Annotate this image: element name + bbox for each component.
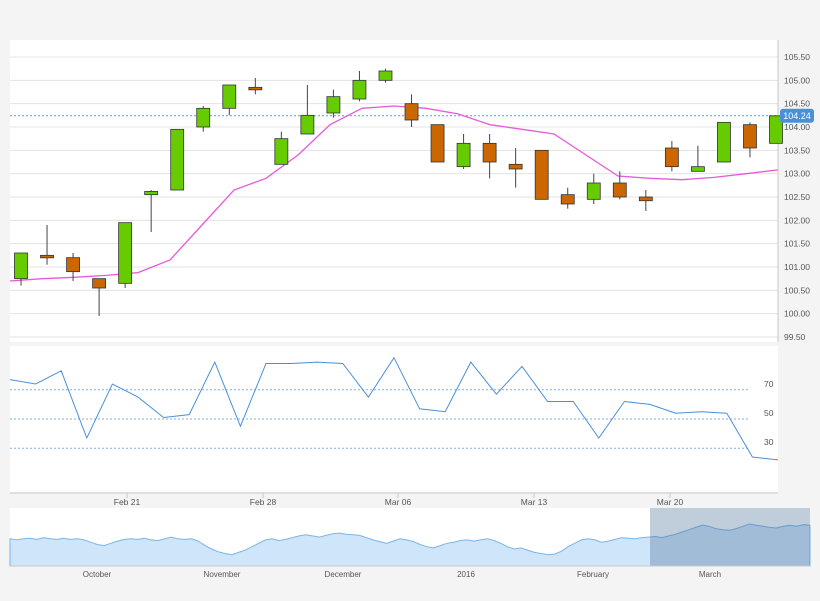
candle-down: [92, 278, 107, 289]
candle-up: [300, 114, 315, 135]
price-gridlines: [10, 56, 778, 338]
rsi-tick-label: 50: [764, 408, 774, 418]
rsi-tick-label: 30: [764, 437, 774, 447]
rsi-panel: 30 50 70: [9, 346, 779, 492]
candle-up: [769, 115, 783, 144]
candle-up: [586, 182, 601, 200]
price-tick-label: 104.50: [784, 99, 810, 109]
price-tick-label: 102.50: [784, 192, 810, 202]
price-panel-bg: [10, 40, 778, 342]
candle-down: [534, 149, 549, 200]
navigator-labels: October November December 2016 February March: [83, 570, 721, 579]
candle-down: [508, 163, 523, 170]
navigator[interactable]: October November December 2016 February March: [9, 508, 811, 579]
moving-average-line: [9, 105, 779, 282]
navigator-selection[interactable]: [650, 508, 810, 566]
candle-up: [690, 166, 705, 172]
price-tick-label: 101.50: [784, 239, 810, 249]
price-tick-label: 99.50: [784, 332, 806, 342]
time-axis-label: Feb 21: [114, 497, 141, 507]
candle-up: [170, 128, 185, 191]
candle-down: [430, 124, 445, 163]
candle-up: [144, 190, 159, 196]
candle-down: [66, 257, 80, 273]
time-axis-label: Mar 13: [521, 497, 548, 507]
candle-down: [482, 142, 497, 163]
candle-up: [352, 79, 367, 100]
candle-down: [40, 254, 54, 259]
time-axis-label: Mar 06: [385, 497, 412, 507]
time-axis: Feb 21 Feb 28 Mar 06 Mar 13 Mar 20: [10, 492, 778, 507]
candle-up: [222, 84, 237, 109]
navigator-area: [9, 523, 811, 567]
candle-down: [560, 194, 575, 205]
navigator-label: December: [325, 570, 362, 579]
candle-up: [118, 222, 133, 284]
candlesticks: [14, 68, 783, 316]
time-axis-label: Mar 20: [657, 497, 684, 507]
price-tick-label: 105.50: [784, 52, 810, 62]
rsi-reference-lines: 30 50 70: [10, 379, 774, 449]
rsi-tick-label: 70: [764, 379, 774, 389]
price-axis-ticks: 99.50 100.00 100.50 101.00 101.50 102.00 102.5…: [784, 52, 810, 342]
price-tick-label: 105.00: [784, 75, 810, 85]
candle-up: [456, 142, 471, 168]
candle-up: [378, 70, 393, 81]
price-tick-label: 101.00: [784, 262, 810, 272]
candle-down: [404, 103, 419, 121]
rsi-line: [9, 356, 779, 461]
last-price-label: 104.24: [783, 111, 811, 121]
candle-down: [638, 196, 653, 202]
candle-up: [274, 138, 289, 165]
candle-up: [326, 96, 341, 114]
price-panel: 99.50 100.00 100.50 101.00 101.50 102.00 102.5…: [9, 40, 814, 342]
navigator-label: 2016: [457, 570, 475, 579]
last-price-badge: 104.24: [780, 108, 814, 123]
navigator-label: February: [577, 570, 609, 579]
navigator-label: November: [204, 570, 241, 579]
time-axis-labels: Feb 21 Feb 28 Mar 06 Mar 13 Mar 20: [114, 493, 684, 507]
time-axis-label: Feb 28: [250, 497, 277, 507]
candle-down: [248, 86, 263, 91]
candle-down: [743, 124, 757, 149]
price-tick-label: 104.00: [784, 122, 810, 132]
price-tick-label: 103.50: [784, 145, 810, 155]
navigator-label: March: [699, 570, 721, 579]
candle-up: [196, 107, 211, 128]
candle-down: [612, 182, 627, 198]
price-tick-label: 102.00: [784, 215, 810, 225]
price-tick-label: 100.00: [784, 309, 810, 319]
price-tick-label: 103.00: [784, 169, 810, 179]
candle-down: [664, 147, 679, 168]
candle-up: [14, 252, 28, 280]
navigator-label: October: [83, 570, 112, 579]
candle-up: [717, 121, 731, 163]
price-tick-label: 100.50: [784, 285, 810, 295]
